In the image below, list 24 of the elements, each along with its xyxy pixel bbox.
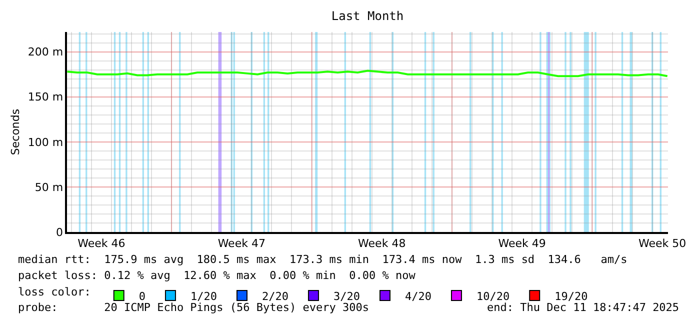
chart-title: Last Month: [331, 9, 404, 24]
legend-label: 2/20: [262, 290, 288, 303]
y-tick-label: 150 m: [28, 90, 64, 104]
legend-label: 19/20: [554, 290, 588, 303]
text: probe: 20 ICMP Echo Pings (56 Bytes) every 300s: [18, 301, 369, 314]
x-tick-label: Week 49: [498, 236, 546, 250]
y-tick-label: 100 m: [28, 136, 64, 149]
legend-label: 1/20: [190, 290, 217, 303]
x-tick-label: Week 46: [78, 236, 126, 250]
legend-label: 0: [138, 290, 146, 303]
y-axis-title: Seconds: [8, 108, 22, 156]
legend-label: 3/20: [333, 290, 360, 303]
y-tick-label: 200 m: [28, 46, 64, 59]
x-tick-label: Week 48: [358, 236, 406, 250]
x-tick-label: Week 47: [218, 236, 266, 250]
legend-label: 10/20: [476, 290, 510, 303]
text: packet loss: 0.12 % avg 12.60 % max 0.00 % min 0.00 % now: [18, 269, 416, 282]
y-tick-label: 0: [56, 226, 64, 239]
legend-title: loss color:: [18, 285, 91, 298]
text: end: Thu Dec 11 18:47:47 2025: [487, 301, 680, 314]
y-tick-label: 50 m: [34, 180, 64, 194]
text: median rtt: 175.9 ms avg 180.5 ms max 173.3 ms min 173.4 ms now 1.3 ms sd 134.6 am/s: [18, 253, 628, 266]
legend-label: 4/20: [404, 290, 432, 303]
x-tick-label: Week 50: [638, 236, 686, 250]
